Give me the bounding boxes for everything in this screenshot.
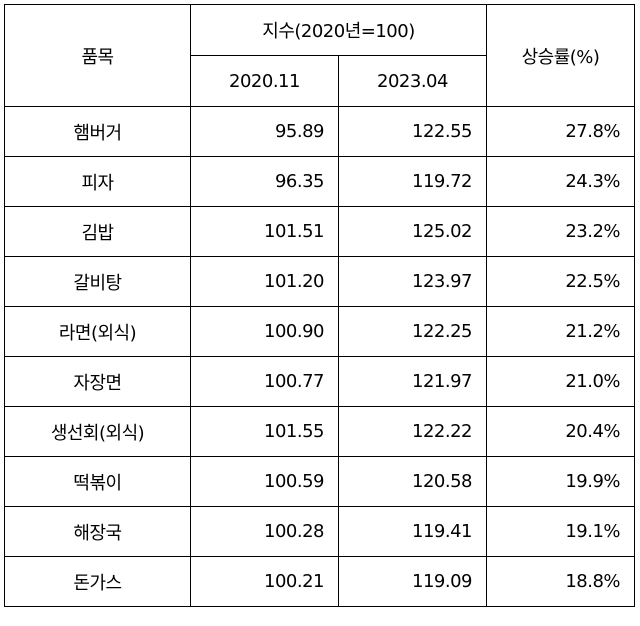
cell-index-2023-04: 125.02	[337, 206, 488, 257]
cell-item: 김밥	[4, 206, 191, 257]
cell-item: 돈가스	[4, 556, 191, 607]
cell-rate: 20.4%	[486, 406, 636, 457]
cell-item: 라면(외식)	[4, 306, 191, 357]
table-row: 해장국 100.28 119.41 19.1%	[4, 506, 636, 557]
header-item: 품목	[4, 4, 191, 107]
table-row: 햄버거 95.89 122.55 27.8%	[4, 106, 636, 157]
table-row: 라면(외식) 100.90 122.25 21.2%	[4, 306, 636, 357]
table-row: 피자 96.35 119.72 24.3%	[4, 156, 636, 207]
header-2020-11: 2020.11	[190, 55, 339, 107]
cell-index-2020-11: 100.59	[190, 456, 339, 507]
cell-index-2023-04: 119.72	[337, 156, 488, 207]
cell-index-2023-04: 122.22	[337, 406, 488, 457]
cell-index-2023-04: 121.97	[337, 356, 488, 407]
table-row: 돈가스 100.21 119.09 18.8%	[4, 556, 636, 607]
cell-rate: 21.0%	[486, 356, 636, 407]
cell-index-2023-04: 119.41	[337, 506, 488, 557]
cell-index-2023-04: 122.55	[337, 106, 488, 157]
table-row: 떡볶이 100.59 120.58 19.9%	[4, 456, 636, 507]
cell-index-2023-04: 120.58	[337, 456, 488, 507]
cell-item: 해장국	[4, 506, 191, 557]
table-row: 김밥 101.51 125.02 23.2%	[4, 206, 636, 257]
cell-rate: 21.2%	[486, 306, 636, 357]
cell-index-2020-11: 101.51	[190, 206, 339, 257]
cell-rate: 22.5%	[486, 256, 636, 307]
cell-item: 떡볶이	[4, 456, 191, 507]
cell-index-2020-11: 100.28	[190, 506, 339, 557]
cell-index-2020-11: 95.89	[190, 106, 339, 157]
header-index-group: 지수(2020년=100)	[189, 4, 488, 56]
cell-rate: 24.3%	[486, 156, 636, 207]
header-row-bottom: 2020.11 2023.04	[5, 55, 635, 107]
cell-rate: 19.1%	[486, 506, 636, 557]
cell-item: 생선회(외식)	[4, 406, 191, 457]
cell-index-2020-11: 100.21	[190, 556, 339, 607]
cell-index-2020-11: 101.20	[190, 256, 339, 307]
header-row-top: 품목 지수(2020년=100) 상승률(%)	[4, 4, 636, 107]
cell-index-2020-11: 101.55	[190, 406, 339, 457]
table-row: 갈비탕 101.20 123.97 22.5%	[4, 256, 636, 307]
cell-index-2020-11: 100.90	[190, 306, 339, 357]
table-header: 품목 지수(2020년=100) 상승률(%) 2020.11 2023.04	[4, 4, 636, 107]
cell-index-2020-11: 100.77	[190, 356, 339, 407]
cell-rate: 23.2%	[486, 206, 636, 257]
header-rate: 상승률(%)	[486, 4, 636, 107]
cell-index-2020-11: 96.35	[190, 156, 339, 207]
table-container: 품목 지수(2020년=100) 상승률(%) 2020.11 2023.04 …	[4, 4, 636, 607]
cell-item: 피자	[4, 156, 191, 207]
cell-item: 갈비탕	[4, 256, 191, 307]
cell-rate: 19.9%	[486, 456, 636, 507]
cell-item: 햄버거	[4, 106, 191, 157]
cell-rate: 27.8%	[486, 106, 636, 157]
cell-index-2023-04: 122.25	[337, 306, 488, 357]
cell-item: 자장면	[4, 356, 191, 407]
cell-index-2023-04: 119.09	[337, 556, 488, 607]
table-body: 햄버거 95.89 122.55 27.8% 피자 96.35 119.72 24.3% 김밥 1…	[4, 106, 636, 607]
table-row: 생선회(외식) 101.55 122.22 20.4%	[4, 406, 636, 457]
cell-rate: 18.8%	[486, 556, 636, 607]
table-row: 자장면 100.77 121.97 21.0%	[4, 356, 636, 407]
header-2023-04: 2023.04	[337, 55, 488, 107]
price-index-table: 품목 지수(2020년=100) 상승률(%) 2020.11 2023.04 …	[4, 4, 636, 607]
cell-index-2023-04: 123.97	[337, 256, 488, 307]
